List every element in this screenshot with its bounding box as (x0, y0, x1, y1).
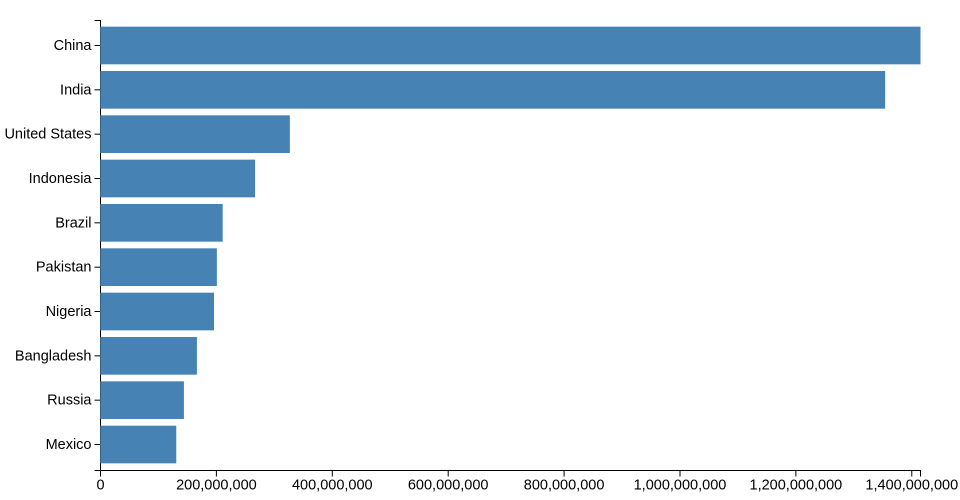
svg-text:Indonesia: Indonesia (29, 171, 93, 187)
svg-text:0: 0 (96, 477, 104, 493)
svg-text:China: China (54, 38, 93, 54)
svg-text:Brazil: Brazil (55, 215, 91, 231)
svg-text:600,000,000: 600,000,000 (408, 477, 489, 493)
svg-text:1,400,000,000: 1,400,000,000 (865, 477, 958, 493)
svg-text:United States: United States (4, 127, 91, 143)
svg-text:India: India (60, 82, 92, 98)
svg-text:Mexico: Mexico (46, 437, 92, 453)
svg-text:1,200,000,000: 1,200,000,000 (750, 477, 843, 493)
svg-text:800,000,000: 800,000,000 (524, 477, 605, 493)
svg-text:Nigeria: Nigeria (46, 304, 93, 320)
svg-text:Russia: Russia (47, 393, 92, 409)
svg-text:Bangladesh: Bangladesh (15, 348, 92, 364)
svg-text:Pakistan: Pakistan (36, 260, 92, 276)
svg-text:200,000,000: 200,000,000 (176, 477, 257, 493)
svg-text:400,000,000: 400,000,000 (292, 477, 373, 493)
svg-text:1,000,000,000: 1,000,000,000 (634, 477, 727, 493)
